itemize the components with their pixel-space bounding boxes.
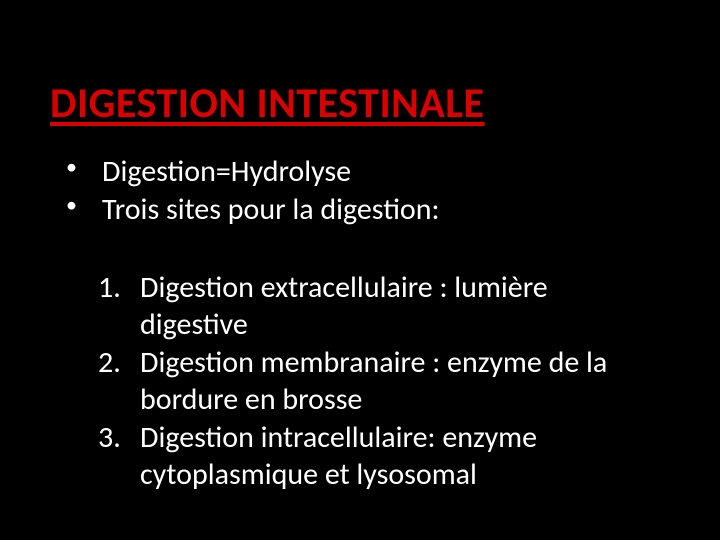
list-item: Digestion membranaire : enzyme de la bor… — [98, 345, 658, 418]
list-item: Digestion intracellulaire: enzyme cytopl… — [98, 420, 658, 493]
slide-title: DIGESTION INTESTINALE — [50, 78, 670, 129]
list-item: Trois sites pour la digestion: — [60, 191, 670, 229]
slide: DIGESTION INTESTINALE Digestion=Hydrolys… — [0, 0, 720, 540]
list-item: Digestion=Hydrolyse — [60, 153, 670, 191]
numbered-list: Digestion extracellulaire : lumière dige… — [98, 270, 658, 494]
list-item: Digestion extracellulaire : lumière dige… — [98, 270, 658, 343]
bullet-list: Digestion=Hydrolyse Trois sites pour la … — [60, 153, 670, 228]
